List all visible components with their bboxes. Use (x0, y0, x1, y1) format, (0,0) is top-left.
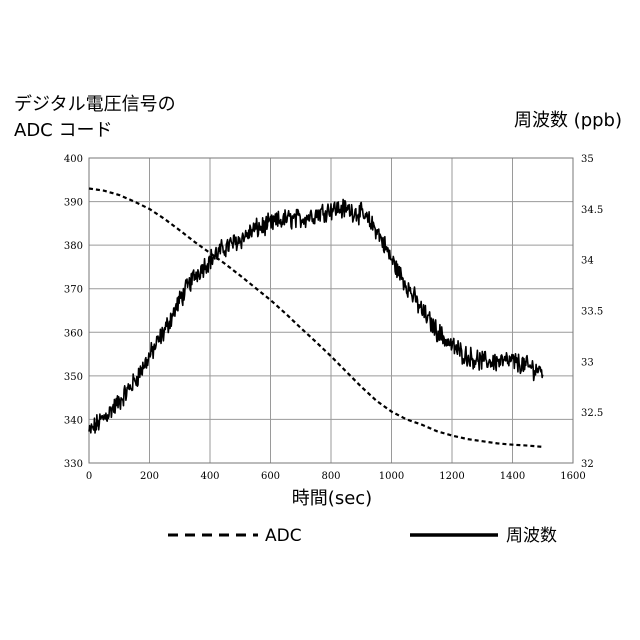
y-left-tick-label-0: 330 (64, 459, 83, 470)
y-left-tick-label-4: 370 (64, 285, 83, 296)
x-tick-label-4: 800 (321, 471, 340, 482)
y-right-tick-label-6: 35 (581, 154, 594, 165)
x-tick-label-0: 0 (86, 471, 92, 482)
legend-frequency-label: 周波数 (506, 526, 557, 546)
y-right-tick-label-2: 33 (581, 357, 594, 368)
y-left-tick-label-6: 390 (64, 198, 83, 209)
series-adc-line (89, 189, 543, 447)
x-tick-label-8: 1600 (560, 471, 585, 482)
series-layer (89, 189, 543, 447)
series-frequency-line (89, 199, 543, 433)
y-right-tick-label-5: 34.5 (581, 205, 603, 216)
y-left-tick-label-3: 360 (64, 328, 83, 339)
y-left-tick-label-5: 380 (64, 241, 83, 252)
y-left-tick-label-7: 400 (64, 154, 83, 165)
y-right-tick-label-0: 32 (581, 459, 594, 470)
x-axis-title: 時間(sec) (292, 488, 372, 509)
x-tick-label-3: 600 (261, 471, 280, 482)
x-tick-label-6: 1200 (439, 471, 464, 482)
legend-adc-label: ADC (265, 526, 302, 546)
y-left-tick-label-1: 340 (64, 415, 83, 426)
y-right-tick-label-4: 34 (581, 256, 594, 267)
x-tick-label-2: 400 (200, 471, 219, 482)
x-tick-label-5: 1000 (379, 471, 404, 482)
legend: ADC 周波数 (168, 526, 557, 546)
y-left-tick-label-2: 350 (64, 372, 83, 383)
x-tick-label-7: 1400 (500, 471, 525, 482)
x-tick-label-1: 200 (140, 471, 159, 482)
y-right-tick-label-3: 33.5 (581, 307, 603, 318)
y-right-tick-label-1: 32.5 (581, 408, 603, 419)
